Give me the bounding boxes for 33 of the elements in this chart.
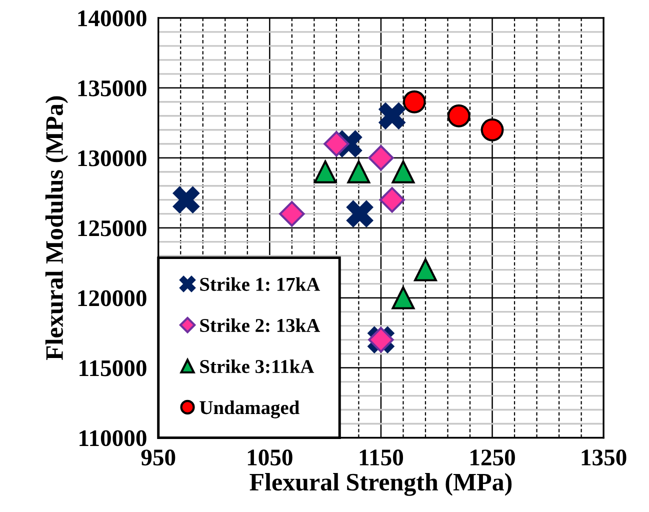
legend-label: Strike 3:11kA [200,359,314,374]
x-tick-label: 1050 [248,450,292,466]
point [402,90,426,114]
point [392,160,415,184]
y-tick-label: 130000 [78,150,146,166]
y-tick-label: 115000 [80,360,146,376]
point [172,186,200,214]
point [480,118,504,142]
x-tick-label: 950 [141,450,176,466]
point [314,160,337,184]
y-tick-label: 110000 [80,430,146,446]
point [346,200,374,228]
point [279,201,305,227]
legend-label: Undamaged [200,400,300,418]
y-tick-label: 135000 [78,80,146,96]
point [392,286,415,310]
y-tick-label: 140000 [78,10,146,26]
legend-label: Strike 1: 17kA [200,277,320,292]
legend-label: Strike 2: 13kA [200,318,320,332]
point [347,160,370,184]
point [324,131,350,157]
point [379,187,405,213]
x-tick-label: 1250 [470,450,515,466]
y-axis-title: Flexural Modulus (MPa) [45,96,68,360]
point [447,104,470,128]
point [414,258,437,282]
point [378,102,406,130]
y-tick-label: 120000 [78,290,146,306]
point [368,145,394,171]
y-tick-label: 125000 [78,220,146,236]
x-axis-title: Flexural Strength (MPa) [250,473,512,496]
x-tick-label: 1150 [360,450,404,466]
x-tick-label: 1350 [582,450,626,466]
